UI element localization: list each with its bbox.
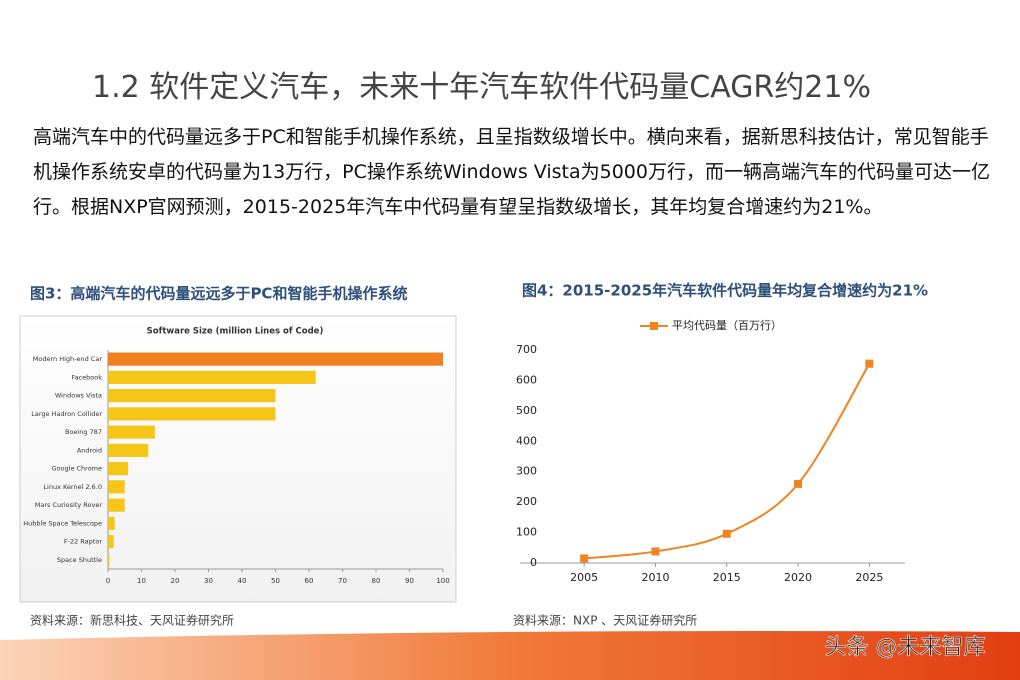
x-tick-label: 80 <box>372 577 381 585</box>
chart-source: 资料来源：NXP 、天风证券研究所 <box>513 613 697 628</box>
x-tick-label: 2025 <box>855 571 883 584</box>
y-tick-label: Large Hadron Collider <box>31 410 102 418</box>
x-tick-label: 2015 <box>713 571 741 584</box>
footer-band <box>0 631 1020 680</box>
y-tick-label: Facebook <box>71 373 102 381</box>
x-tick-label: 70 <box>338 577 347 585</box>
y-tick-label: Google Chrome <box>52 465 102 473</box>
x-tick-label: 60 <box>305 577 314 585</box>
x-tick-label: 100 <box>436 577 449 585</box>
x-tick-label: 2010 <box>641 571 669 584</box>
x-tick-label: 30 <box>204 577 213 585</box>
y-tick-label: 0 <box>530 556 537 569</box>
x-tick-label: 2005 <box>570 571 598 584</box>
bar <box>108 480 125 494</box>
y-tick-label: Space Shuttle <box>57 556 102 564</box>
point-marker <box>722 529 731 538</box>
bar <box>108 443 149 457</box>
y-tick-label: 200 <box>516 495 537 508</box>
legend-label: 平均代码量（百万行） <box>672 319 782 332</box>
point-marker <box>794 479 803 488</box>
watermark: 头条 @未来智库 <box>825 635 986 660</box>
bar <box>108 425 155 439</box>
chart-title: Software Size (million Lines of Code) <box>147 327 324 337</box>
x-tick-label: 10 <box>137 577 146 585</box>
x-tick-label: 20 <box>171 577 180 585</box>
y-tick-label: Hubble Space Telescope <box>23 519 102 527</box>
bar <box>108 535 114 549</box>
point-marker <box>580 554 589 563</box>
bar <box>108 516 115 530</box>
y-tick-label: 600 <box>516 373 537 386</box>
y-tick-label: 500 <box>516 404 537 417</box>
y-tick-label: 300 <box>516 465 537 478</box>
x-tick-label: 2020 <box>784 571 812 584</box>
y-tick-label: Linux Kernel 2.6.0 <box>43 483 102 491</box>
chart-caption: 图4：2015-2025年汽车软件代码量年均复合增速约为21% <box>522 282 928 300</box>
y-tick-label: 700 <box>516 343 537 356</box>
x-tick-label: 50 <box>271 577 280 585</box>
point-marker <box>865 359 874 368</box>
y-tick-label: F-22 Raptor <box>64 538 102 546</box>
x-tick-label: 40 <box>238 577 247 585</box>
y-tick-label: 400 <box>516 434 537 447</box>
y-tick-label: 100 <box>516 526 537 539</box>
y-tick-label: Mars Curiosity Rover <box>35 501 103 509</box>
bar <box>108 407 276 421</box>
bar <box>108 553 110 567</box>
slide-title: 1.2 软件定义汽车，未来十年汽车软件代码量CAGR约21% <box>92 70 871 105</box>
x-tick-label: 90 <box>405 577 414 585</box>
y-tick-label: Android <box>77 446 102 454</box>
bar <box>108 389 276 403</box>
point-marker <box>651 547 660 556</box>
body-text: 高端汽车中的代码量远多于PC和智能手机操作系统，且呈指数级增长中。横向来看，据新… <box>33 126 990 218</box>
y-tick-label: Modern High-end Car <box>33 355 103 363</box>
y-tick-label: Windows Vista <box>55 392 102 400</box>
bar <box>108 462 129 476</box>
bar <box>108 370 316 384</box>
bar <box>108 352 443 366</box>
legend-marker <box>650 322 658 330</box>
x-tick-label: 0 <box>106 577 110 585</box>
series-line <box>584 363 871 560</box>
y-tick-label: Boeing 787 <box>65 428 102 436</box>
bar <box>108 498 125 512</box>
chart-source: 资料来源：新思科技、天风证券研究所 <box>30 613 234 628</box>
chart-caption: 图3：高端汽车的代码量远远多于PC和智能手机操作系统 <box>30 285 407 303</box>
